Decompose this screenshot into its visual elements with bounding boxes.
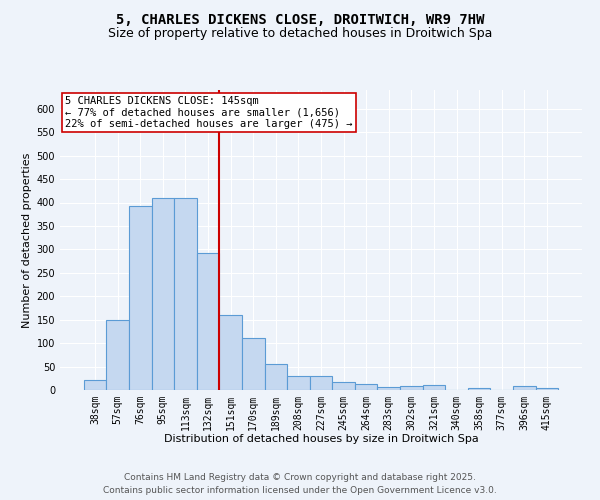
Text: Contains HM Land Registry data © Crown copyright and database right 2025.
Contai: Contains HM Land Registry data © Crown c… (103, 474, 497, 495)
Bar (332, 382, 355, 390)
Bar (220, 315, 242, 390)
Bar (536, 388, 558, 390)
Bar (422, 386, 445, 390)
Bar (106, 320, 129, 390)
Bar (265, 364, 287, 390)
Text: 5, CHARLES DICKENS CLOSE, DROITWICH, WR9 7HW: 5, CHARLES DICKENS CLOSE, DROITWICH, WR9… (116, 12, 484, 26)
Bar (310, 376, 332, 390)
Bar (129, 206, 152, 390)
Bar (355, 384, 377, 390)
Bar (513, 386, 536, 390)
Bar (197, 252, 220, 390)
Bar (174, 198, 197, 390)
Bar (242, 338, 265, 390)
Bar (84, 380, 106, 390)
Bar (400, 386, 422, 390)
X-axis label: Distribution of detached houses by size in Droitwich Spa: Distribution of detached houses by size … (164, 434, 478, 444)
Text: Size of property relative to detached houses in Droitwich Spa: Size of property relative to detached ho… (108, 28, 492, 40)
Bar (377, 387, 400, 390)
Bar (152, 198, 174, 390)
Bar (287, 376, 310, 390)
Bar (468, 388, 490, 390)
Y-axis label: Number of detached properties: Number of detached properties (22, 152, 32, 328)
Text: 5 CHARLES DICKENS CLOSE: 145sqm
← 77% of detached houses are smaller (1,656)
22%: 5 CHARLES DICKENS CLOSE: 145sqm ← 77% of… (65, 96, 353, 129)
